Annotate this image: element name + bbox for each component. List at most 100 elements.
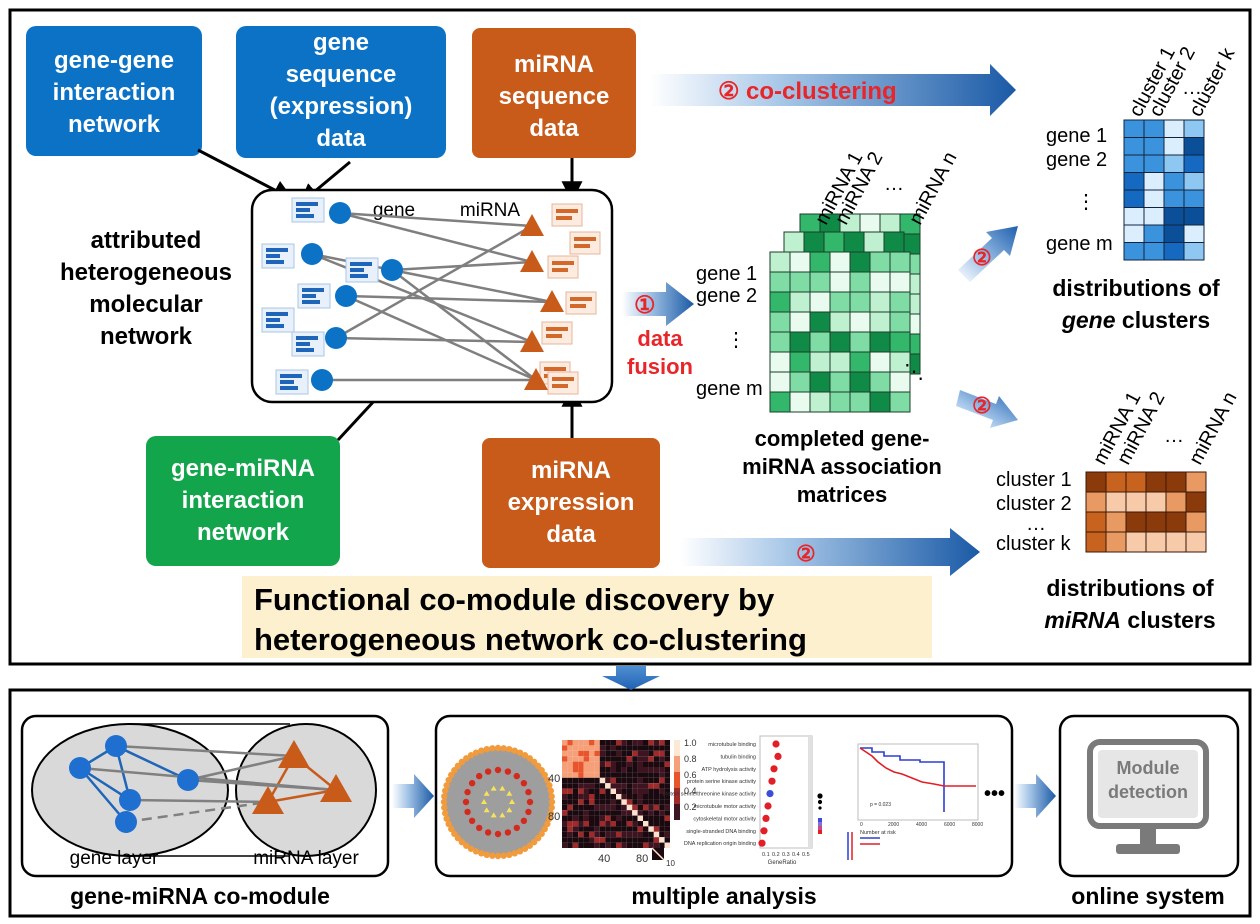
heat-legend	[674, 740, 680, 756]
heat-cell	[659, 826, 665, 832]
heat-cell	[572, 831, 579, 838]
heat-cell	[599, 804, 606, 811]
heat-cell	[572, 794, 579, 800]
mirna-cluster-col: miRNA n	[1185, 388, 1241, 468]
gene-node	[335, 285, 357, 307]
heat-cell	[605, 772, 611, 778]
outer-node	[538, 767, 545, 774]
heat-cell	[637, 745, 643, 751]
heat-cell	[562, 810, 568, 816]
heat-cell	[562, 799, 568, 805]
gene-cluster-cell	[1123, 189, 1145, 208]
box-line: network	[68, 111, 161, 138]
network-edge	[345, 294, 553, 304]
heat-cell	[567, 756, 573, 762]
heat-cell	[632, 772, 638, 778]
heat-cell	[659, 842, 665, 848]
heat-cell	[594, 794, 600, 800]
outer-node	[467, 845, 475, 852]
outer-node	[548, 798, 556, 806]
heat-cell	[648, 783, 654, 789]
heat-cell	[653, 777, 660, 784]
go-dot	[770, 765, 778, 773]
heat-cell	[648, 837, 654, 843]
card-bar	[302, 300, 320, 304]
center-node	[483, 807, 490, 813]
heat-cell	[599, 837, 606, 843]
heat-cell	[599, 740, 606, 746]
screen-text: detection	[1108, 782, 1188, 802]
heat-cell	[605, 788, 611, 794]
heat-cell	[562, 767, 568, 773]
heat-cell	[621, 772, 627, 778]
heat-cell	[594, 837, 600, 843]
gene-cluster-cell	[1163, 137, 1185, 156]
heat-cell	[653, 815, 660, 821]
go-term: cytoskeletal motor activity	[693, 816, 756, 822]
outer-node	[467, 752, 475, 759]
km-axis-tick: 6000	[944, 822, 955, 828]
outer-node	[451, 767, 458, 774]
gene-cluster-col: …	[1182, 77, 1202, 99]
card-bar	[280, 386, 298, 390]
go-term: microtubule motor activity	[694, 804, 757, 810]
heat-cell	[610, 821, 616, 827]
heat-cell	[599, 799, 606, 805]
go-dot	[768, 777, 776, 785]
heat-cell	[626, 837, 633, 843]
heat-cell	[572, 783, 579, 789]
heat-cell	[599, 772, 606, 778]
heat-cell	[626, 740, 633, 746]
heat-cell	[594, 831, 600, 838]
outer-node	[441, 787, 449, 794]
heat-cell	[578, 826, 584, 832]
mirna-edge	[267, 788, 337, 804]
km-curve-low	[860, 747, 945, 812]
heat-cell	[583, 750, 589, 757]
gene-node	[105, 735, 127, 757]
heat-cell	[589, 783, 595, 789]
heat-cell	[578, 767, 584, 773]
gene-attribute-card	[291, 331, 325, 357]
mirna-cluster-cell	[1085, 511, 1107, 533]
network-edge	[391, 269, 537, 381]
heat-cell	[610, 772, 616, 778]
matrix-cell	[809, 271, 831, 293]
monitor-icon	[1087, 739, 1209, 854]
heat-cell	[643, 799, 649, 805]
heat-cell	[583, 740, 589, 746]
heat-cell	[621, 804, 627, 811]
outer-node	[445, 820, 452, 828]
gene-cluster-cell	[1143, 154, 1165, 173]
heat-cell	[626, 745, 633, 751]
mirna-layer-label: miRNA layer	[253, 848, 359, 869]
heat-cell	[572, 804, 579, 811]
heat-cell	[562, 756, 568, 762]
heat-cell	[632, 810, 638, 816]
mirna-node	[520, 214, 544, 236]
card-bar	[302, 288, 324, 292]
go-dot	[766, 790, 774, 798]
gene-cluster-cell	[1163, 154, 1185, 173]
heat-cell	[567, 761, 573, 767]
mirna-node	[520, 250, 544, 272]
heat-cell	[616, 821, 622, 827]
gene-cluster-cell	[1143, 242, 1165, 261]
heat-cell	[605, 745, 611, 751]
heat-legend	[674, 804, 680, 820]
heat-cell	[589, 767, 595, 773]
go-dot	[772, 740, 780, 748]
title-line: molecular	[89, 291, 202, 318]
heat-cell	[589, 810, 595, 816]
caption-rest: clusters	[1121, 607, 1216, 633]
gene-node	[177, 769, 199, 791]
heat-cell	[648, 756, 654, 762]
screen-text: Module	[1117, 758, 1180, 778]
heat-cell	[594, 750, 600, 757]
heat-cell	[648, 767, 654, 773]
matrix-cell	[849, 391, 871, 413]
step-two-marker: ②	[718, 78, 740, 105]
heat-cell	[664, 799, 670, 805]
mirna-cluster-cell	[1145, 531, 1167, 553]
mirna-cluster-cell	[1145, 511, 1167, 533]
